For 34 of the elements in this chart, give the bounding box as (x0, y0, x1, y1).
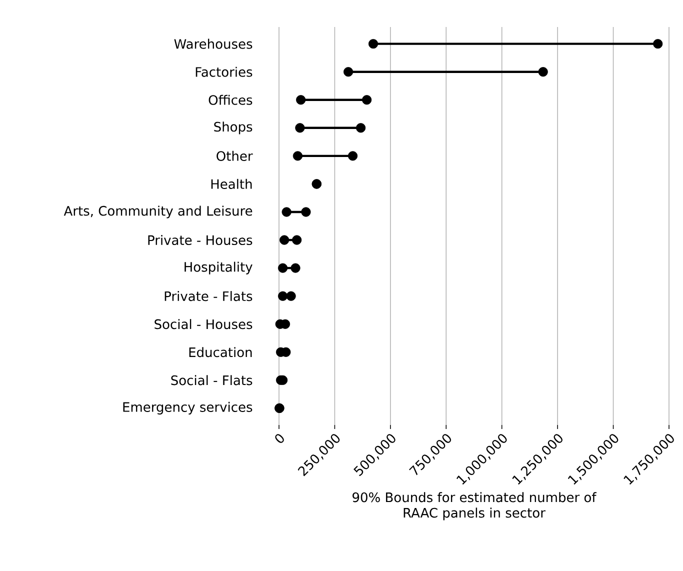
y-tick-label: Shops (214, 122, 252, 134)
y-tick-label: Warehouses (174, 38, 252, 49)
y-tick-label: Hospitality (184, 262, 252, 274)
point (295, 123, 305, 133)
y-tick-label: Private - Houses (148, 234, 252, 246)
y-tick-label: Social - Flats (171, 375, 252, 386)
point (280, 235, 290, 245)
point (286, 291, 296, 301)
point (348, 151, 358, 161)
point (362, 95, 372, 105)
point (292, 235, 302, 245)
y-tick-label: Emergency services (123, 402, 252, 414)
y-tick-label: Offices (208, 94, 252, 105)
x-axis-title: 90% Bounds for estimated number of RAAC panels in sector (352, 492, 597, 520)
point (278, 263, 288, 273)
y-tick-label: Other (216, 150, 253, 161)
point (538, 67, 548, 77)
point (290, 263, 300, 273)
point (653, 39, 663, 49)
y-tick-label: Social - Houses (154, 319, 252, 330)
point (282, 207, 292, 217)
y-tick-label: Factories (196, 66, 252, 77)
point (296, 95, 306, 105)
point (278, 291, 288, 301)
point (368, 39, 378, 49)
y-tick-label: Arts, Community and Leisure (64, 206, 252, 218)
x-tick-label: 0 (275, 434, 284, 443)
y-tick-label: Health (211, 178, 252, 189)
point (292, 151, 303, 161)
point (356, 123, 366, 133)
y-tick-label: Education (189, 347, 252, 358)
point (344, 67, 354, 77)
point (301, 207, 311, 217)
y-tick-label: Private - Flats (164, 291, 252, 302)
